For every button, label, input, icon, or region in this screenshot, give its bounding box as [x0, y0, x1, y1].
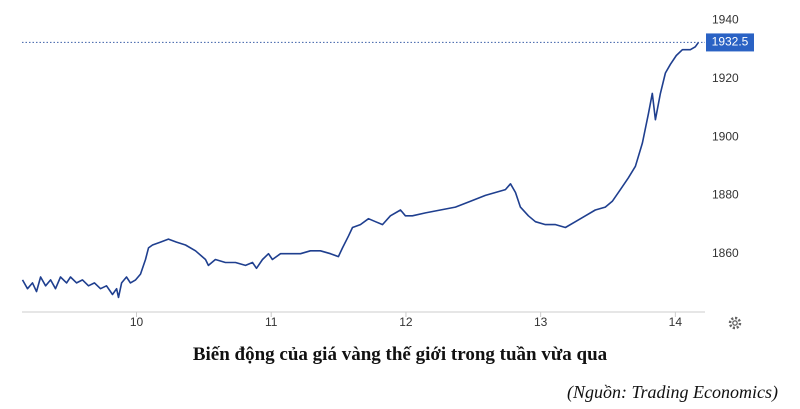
x-tick-label: 11 — [265, 315, 278, 329]
y-tick-label: 1880 — [712, 188, 739, 202]
y-tick-label: 1920 — [712, 71, 739, 85]
y-tick-label: 1900 — [712, 129, 739, 143]
current-value-box — [706, 33, 754, 52]
current-value-label: 1932.5 — [712, 35, 749, 49]
caption: Biến động của giá vàng thế giới trong tu… — [192, 344, 608, 365]
source: (Nguồn: Trading Economics) — [567, 382, 778, 402]
x-tick-label: 13 — [534, 315, 548, 329]
y-tick-label: 1940 — [712, 13, 739, 27]
x-tick-label: 12 — [399, 315, 413, 329]
chart: 10 11 12 13 14 1860 1880 1900 1920 1940 1932.5 — [21, 13, 754, 330]
price-line — [21, 41, 700, 299]
x-tick-label: 14 — [669, 315, 683, 329]
y-tick-label: 1860 — [712, 246, 739, 260]
settings-icon[interactable] — [728, 316, 742, 330]
x-tick-label: 10 — [130, 315, 144, 329]
